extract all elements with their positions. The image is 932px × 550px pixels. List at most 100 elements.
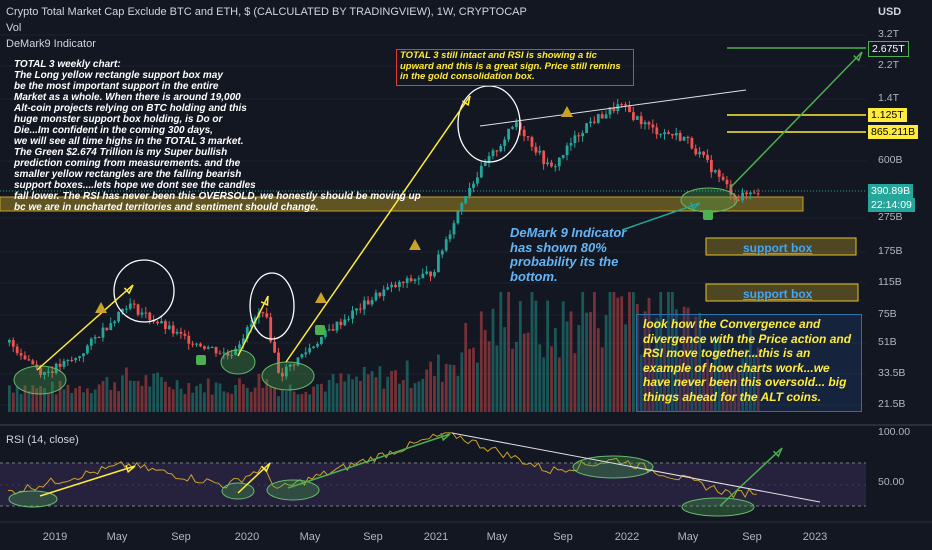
candle-body: [425, 271, 429, 274]
candle-body: [741, 192, 744, 201]
candle-body: [581, 133, 585, 137]
volume-bar: [398, 383, 401, 412]
candle-body: [70, 359, 74, 361]
volume-bar: [171, 389, 175, 412]
volume-bar: [43, 387, 46, 412]
volume-bar: [234, 384, 237, 412]
volume-bar: [58, 380, 62, 412]
volume-bar: [47, 393, 50, 412]
candle-body: [378, 292, 382, 297]
candle-body: [476, 177, 479, 184]
volume-bar: [362, 367, 366, 412]
volume-bar: [284, 391, 288, 412]
main-note-line: smaller yellow rectangles are the fallin…: [14, 169, 242, 180]
candle-body: [421, 273, 425, 279]
candle-body: [596, 114, 600, 123]
volume-bar: [401, 380, 405, 412]
volume-bar: [136, 381, 140, 412]
candle-body: [565, 145, 569, 156]
volume-bar: [577, 325, 581, 412]
candle-body: [339, 321, 343, 326]
countdown-tag: 22:14:09: [868, 198, 915, 212]
candle-body: [483, 162, 487, 166]
candle-body: [148, 312, 152, 320]
volume-bar: [70, 392, 74, 412]
rsi-green-arrow-head: [440, 433, 451, 442]
volume-bar: [281, 389, 284, 412]
candle-body: [218, 353, 222, 355]
candle-body: [713, 170, 717, 173]
candle-body: [522, 129, 526, 137]
volume-bar: [382, 388, 386, 412]
volume-bar: [113, 382, 117, 412]
volume-bar: [710, 365, 713, 412]
volume-bar: [62, 389, 66, 412]
candle-body: [440, 250, 444, 255]
volume-bar: [620, 296, 624, 412]
volume-bar: [144, 375, 148, 412]
price-tick: 21.5B: [878, 398, 906, 410]
rsi-green-arrow-head: [773, 447, 783, 458]
candle-body: [651, 124, 655, 128]
candle-body: [550, 162, 553, 167]
volume-bar: [589, 311, 592, 412]
candle-body: [355, 308, 358, 311]
candle-body: [612, 107, 616, 112]
price-tick: 3.2T: [878, 28, 900, 40]
candle-body: [557, 157, 561, 167]
volume-bar: [413, 383, 417, 412]
main-note: TOTAL 3 weekly chart: The Long yellow re…: [14, 59, 434, 213]
price-tick: 275B: [878, 211, 903, 223]
volume-bar: [440, 381, 444, 412]
volume-bar: [222, 391, 226, 412]
candle-body: [195, 343, 198, 345]
candle-body: [721, 176, 725, 180]
candle-body: [655, 127, 659, 135]
volume-bar: [460, 352, 464, 412]
teal-pointer-arrow: [621, 202, 701, 231]
candle-body: [27, 359, 31, 361]
candle-body: [362, 300, 366, 310]
candle-body: [647, 122, 651, 125]
support-box-label: support box: [743, 241, 813, 255]
volume-bar: [698, 312, 702, 412]
candle-body: [327, 329, 331, 331]
volume-bar: [86, 388, 89, 412]
level-tag-yellow: 1.125T: [868, 108, 907, 122]
price-tick: 115B: [878, 276, 902, 288]
candle-body: [585, 123, 588, 134]
candle-body: [156, 321, 159, 324]
volume-bar: [659, 292, 663, 412]
candle-body: [335, 321, 339, 331]
candle-body: [226, 352, 230, 356]
candle-body: [472, 183, 475, 189]
volume-bar: [561, 301, 565, 412]
volume-bar: [320, 383, 323, 412]
volume-bar: [343, 381, 347, 412]
volume-bar: [390, 371, 393, 412]
volume-bar: [128, 380, 132, 412]
candle-body: [608, 107, 612, 115]
candle-body: [370, 300, 374, 305]
x-tick: Sep: [363, 531, 383, 543]
volume-bar: [604, 315, 608, 412]
candle-body: [604, 114, 608, 119]
white-highlight-circle: [249, 272, 295, 340]
chart-title: Crypto Total Market Cap Exclude BTC and …: [6, 6, 527, 18]
volume-bar: [651, 349, 655, 412]
volume-bar: [74, 388, 78, 412]
candle-body: [491, 150, 495, 157]
candle-body: [210, 347, 214, 349]
volume-bar: [667, 292, 670, 412]
demark-note-line: probability its the: [510, 254, 619, 269]
candle-body: [312, 346, 315, 349]
candle-body: [534, 146, 538, 153]
volume-bar: [550, 346, 553, 412]
volume-bar: [89, 393, 93, 412]
volume-bar: [132, 380, 136, 412]
volume-bar: [581, 292, 585, 412]
volume-bar: [725, 368, 729, 412]
indicator-label: DeMark9 Indicator: [6, 38, 96, 50]
volume-bar: [109, 389, 113, 412]
rsi-yellow-arrow: [237, 462, 271, 494]
